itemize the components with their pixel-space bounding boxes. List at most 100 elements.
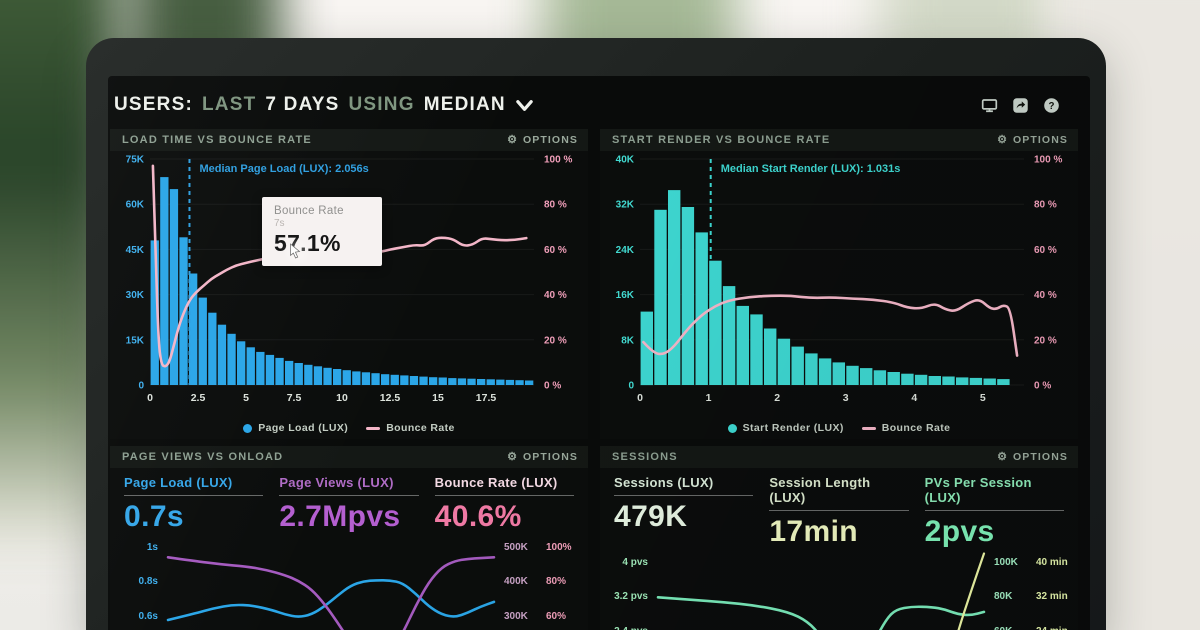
stat-value: 2.7Mpvs — [279, 500, 401, 533]
gear-icon: ⚙ — [507, 133, 519, 146]
svg-text:300K: 300K — [504, 611, 529, 622]
tooltip-title: Bounce Rate — [274, 205, 344, 217]
panel-start-render-vs-bounce-rate: START RENDER VS BOUNCE RATE ⚙ OPTIONS 40K… — [600, 129, 1078, 439]
stat-underline — [614, 495, 754, 496]
panel-header: START RENDER VS BOUNCE RATE ⚙ OPTIONS — [600, 129, 1078, 151]
stat-session-length: Session Length (LUX) 17min — [769, 475, 909, 548]
svg-text:24 min: 24 min — [1036, 626, 1068, 630]
tooltip-value: 57.1% — [274, 230, 341, 256]
stat-value: 17min — [769, 515, 859, 548]
panel-sessions: SESSIONS ⚙ OPTIONS Sessions (LUX) 479K Se… — [600, 446, 1078, 630]
svg-text:5: 5 — [243, 392, 249, 404]
legend-label: Bounce Rate — [386, 422, 455, 434]
header-segment: MEDIAN — [423, 94, 506, 115]
stat-underline — [279, 495, 419, 496]
svg-text:24K: 24K — [616, 245, 635, 256]
svg-text:100K: 100K — [994, 557, 1019, 568]
svg-text:0 %: 0 % — [1034, 381, 1051, 392]
svg-text:0.8s: 0.8s — [139, 576, 159, 587]
svg-text:3.2 pvs: 3.2 pvs — [614, 591, 648, 602]
stat-label: Sessions (LUX) — [614, 475, 714, 490]
svg-text:0.6s: 0.6s — [139, 611, 159, 622]
users-range-dropdown[interactable]: USERS: LAST 7 DAYS USING MEDIAN — [114, 94, 534, 116]
stat-underline — [769, 510, 909, 511]
header-segment: USERS: — [114, 94, 193, 115]
tooltip-subtitle: 7s — [274, 218, 285, 229]
svg-text:30K: 30K — [126, 290, 145, 301]
chart-legend: Page Load (LUX) Bounce Rate — [110, 417, 588, 439]
panel-load-time-vs-bounce-rate: LOAD TIME VS BOUNCE RATE ⚙ OPTIONS 75K 10 0… — [110, 129, 588, 439]
legend-label: Bounce Rate — [881, 422, 951, 434]
chevron-down-icon — [516, 99, 533, 111]
svg-text:Median Page Load (LUX): 2.056s: Median Page Load (LUX): 2.056s — [199, 163, 368, 175]
svg-text:0: 0 — [147, 392, 153, 404]
options-button[interactable]: ⚙ OPTIONS — [997, 451, 1068, 463]
dashboard: USERS: LAST 7 DAYS USING MEDIAN ? — [110, 76, 1078, 630]
gear-icon: ⚙ — [997, 450, 1009, 463]
svg-text:400K: 400K — [504, 576, 529, 587]
panel-title: LOAD TIME VS BOUNCE RATE — [122, 134, 312, 146]
svg-text:20 %: 20 % — [544, 335, 567, 346]
svg-text:0 %: 0 % — [544, 381, 561, 392]
header-segment: LAST — [202, 94, 257, 115]
svg-text:40 %: 40 % — [1034, 290, 1057, 301]
svg-text:40 %: 40 % — [544, 290, 567, 301]
svg-text:4: 4 — [911, 392, 917, 404]
svg-text:17.5: 17.5 — [476, 392, 497, 404]
start-render-chart[interactable]: 40K 100 % 32K 80 % 24K 60 % 16K 40 % 8K 20 % 0 0 % M… — [600, 151, 1078, 417]
share-icon[interactable] — [1012, 97, 1029, 114]
chart-area: 40K 100 % 32K 80 % 24K 60 % 16K 40 % 8K 20 % 0 0 % M… — [600, 151, 1078, 417]
legend-label: Start Render (LUX) — [742, 422, 844, 434]
svg-text:15K: 15K — [126, 335, 145, 346]
svg-text:20 %: 20 % — [1034, 335, 1057, 346]
stat-sessions: Sessions (LUX) 479K — [614, 475, 754, 547]
options-label: OPTIONS — [523, 134, 578, 146]
svg-text:2: 2 — [774, 392, 780, 404]
panel-page-views-vs-onload: PAGE VIEWS VS ONLOAD ⚙ OPTIONS Page Load … — [110, 446, 588, 630]
options-button[interactable]: ⚙ OPTIONS — [507, 134, 578, 146]
legend-dot — [727, 423, 737, 433]
svg-text:16K: 16K — [616, 290, 635, 301]
stat-bounce-rate: Bounce Rate (LUX) 40.6% — [434, 475, 574, 533]
panel-header: LOAD TIME VS BOUNCE RATE ⚙ OPTIONS — [110, 129, 588, 151]
svg-text:10: 10 — [336, 392, 348, 404]
stat-page-load: Page Load (LUX) 0.7s — [124, 475, 264, 532]
svg-text:75K: 75K — [126, 155, 145, 166]
chart-legend: Start Render (LUX) Bounce Rate — [600, 417, 1078, 439]
display-icon[interactable] — [981, 97, 998, 114]
svg-text:80%: 80% — [546, 576, 566, 587]
svg-text:32 min: 32 min — [1036, 591, 1068, 602]
options-label: OPTIONS — [1013, 451, 1068, 463]
legend-dot — [243, 423, 253, 433]
panel-title: START RENDER VS BOUNCE RATE — [612, 134, 831, 146]
stat-label: Page Views (LUX) — [279, 475, 394, 490]
stat-underline — [924, 510, 1064, 511]
svg-text:60%: 60% — [546, 611, 566, 622]
sessions-chart[interactable]: 4 pvs 3.2 pvs 2.4 pvs 100K 40 min 80K 32 min 60… — [600, 551, 1078, 630]
options-button[interactable]: ⚙ OPTIONS — [997, 134, 1068, 146]
stats-row: Page Load (LUX) 0.7s Page Views (LUX) 2.… — [110, 468, 588, 534]
svg-text:45K: 45K — [126, 245, 145, 256]
options-button[interactable]: ⚙ OPTIONS — [507, 451, 578, 463]
panel-grid: LOAD TIME VS BOUNCE RATE ⚙ OPTIONS 75K 100… — [110, 129, 1078, 630]
chart-area: 75K 100 % 60K 80 % 45K 60 % 30K 40 % 15K 20 % 0 0 %… — [110, 151, 588, 417]
mouse-cursor-icon — [286, 241, 312, 267]
laptop-screen: USERS: LAST 7 DAYS USING MEDIAN ? — [108, 76, 1090, 630]
page-views-onload-chart[interactable]: 1s 0.8s 0.6s 500K 100% 400K 80% 300K 60% — [110, 536, 588, 630]
svg-text:4 pvs: 4 pvs — [622, 557, 648, 568]
stat-value: 40.6% — [434, 500, 522, 533]
stat-pvs-per-session: PVs Per Session (LUX) 2pvs — [924, 475, 1064, 547]
stats-row: Sessions (LUX) 479K Session Length (LUX)… — [600, 468, 1078, 549]
stat-page-views: Page Views (LUX) 2.7Mpvs — [279, 475, 419, 533]
gear-icon: ⚙ — [507, 450, 519, 463]
help-icon[interactable]: ? — [1043, 97, 1060, 114]
dashboard-header: USERS: LAST 7 DAYS USING MEDIAN ? — [114, 90, 1072, 120]
svg-text:60K: 60K — [994, 626, 1013, 630]
load-time-chart[interactable]: 75K 100 % 60K 80 % 45K 60 % 30K 40 % 15K 20 % 0 0 %… — [110, 151, 588, 417]
options-label: OPTIONS — [1013, 134, 1068, 146]
stat-label: Page Load (LUX) — [124, 475, 233, 490]
svg-text:1: 1 — [706, 392, 712, 404]
laptop-bezel: USERS: LAST 7 DAYS USING MEDIAN ? — [86, 38, 1106, 630]
svg-text:100%: 100% — [546, 542, 572, 553]
